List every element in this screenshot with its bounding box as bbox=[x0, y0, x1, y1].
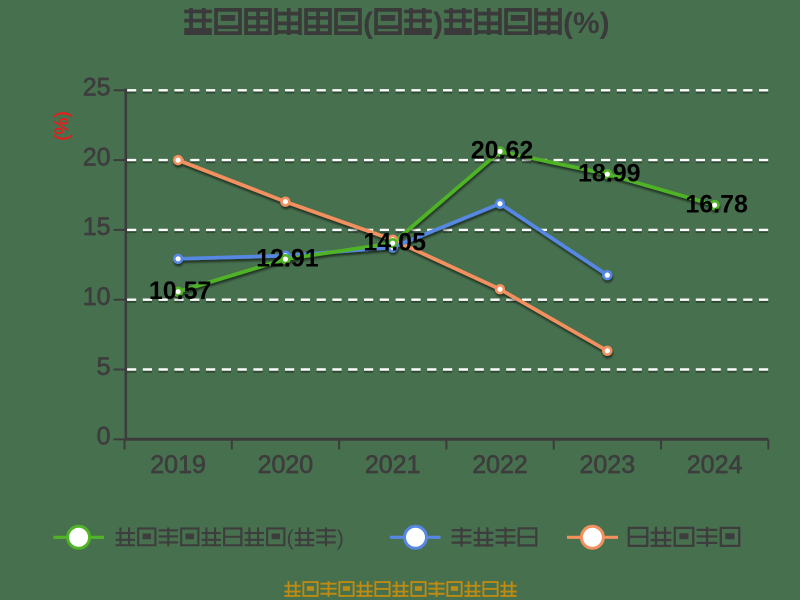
svg-text:25: 25 bbox=[83, 74, 111, 102]
svg-text:10.57: 10.57 bbox=[149, 277, 212, 305]
svg-text:2021: 2021 bbox=[365, 451, 421, 479]
svg-text:15: 15 bbox=[83, 213, 111, 241]
svg-text:0: 0 bbox=[97, 423, 111, 451]
svg-text:2024: 2024 bbox=[687, 451, 743, 479]
svg-text:(: ( bbox=[287, 526, 295, 550]
svg-text:14.05: 14.05 bbox=[363, 229, 426, 257]
svg-text:(%): (%) bbox=[52, 111, 73, 141]
svg-text:10: 10 bbox=[83, 283, 111, 311]
svg-text:2020: 2020 bbox=[258, 451, 314, 479]
svg-text:2022: 2022 bbox=[472, 451, 528, 479]
svg-text:(%): (%) bbox=[563, 7, 610, 40]
svg-text:20: 20 bbox=[83, 143, 111, 171]
svg-text:20.62: 20.62 bbox=[471, 137, 534, 165]
svg-text:): ) bbox=[337, 526, 344, 550]
svg-text:12.91: 12.91 bbox=[256, 244, 319, 272]
svg-text:): ) bbox=[433, 7, 443, 40]
svg-text:(: ( bbox=[363, 7, 373, 40]
svg-text:16.78: 16.78 bbox=[685, 190, 748, 218]
svg-text:18.99: 18.99 bbox=[578, 160, 641, 188]
svg-text:5: 5 bbox=[97, 353, 111, 381]
svg-text:2019: 2019 bbox=[150, 451, 206, 479]
svg-text:2023: 2023 bbox=[579, 451, 635, 479]
